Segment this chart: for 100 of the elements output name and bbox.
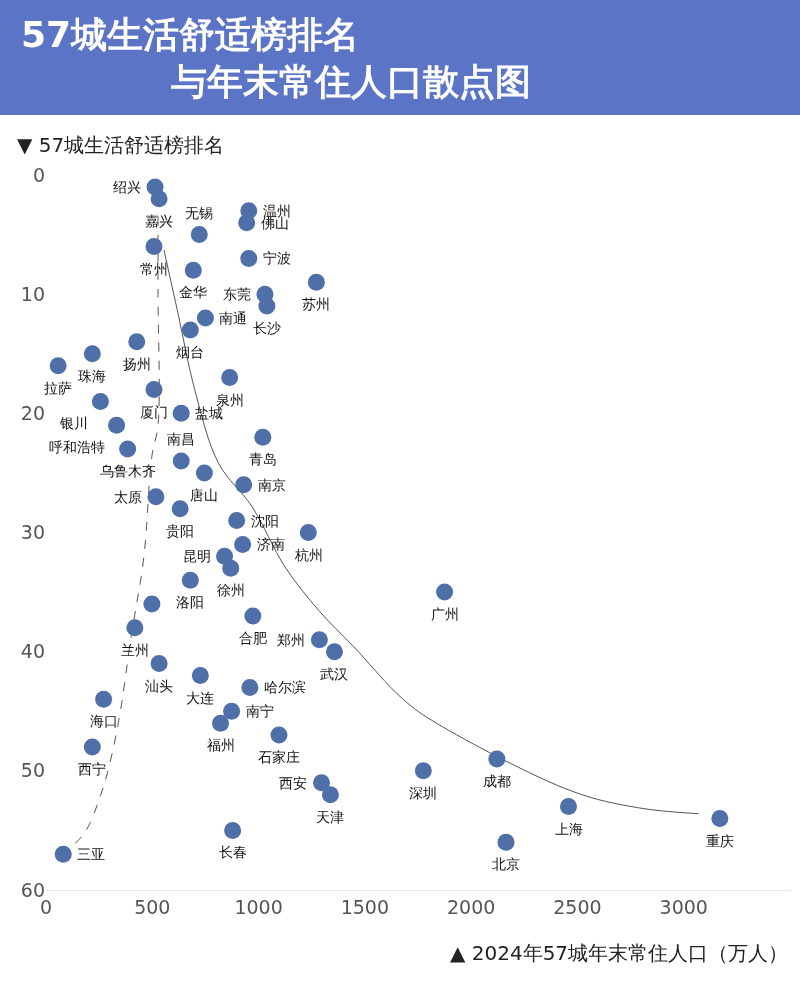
point bbox=[143, 595, 161, 613]
point bbox=[150, 655, 168, 673]
annotation: 厦门 bbox=[140, 404, 168, 420]
point bbox=[83, 345, 101, 363]
point bbox=[235, 476, 253, 494]
annotation: 太原 bbox=[114, 489, 142, 505]
point bbox=[126, 619, 144, 637]
annotation: 大连 bbox=[186, 690, 214, 706]
point bbox=[172, 452, 190, 470]
point bbox=[195, 464, 213, 482]
annotation: 兰州 bbox=[121, 642, 149, 658]
annotation: 呼和浩特 bbox=[49, 439, 105, 455]
point bbox=[234, 535, 252, 553]
point bbox=[172, 404, 190, 422]
x-tick-label: 2000 bbox=[446, 895, 496, 918]
point bbox=[488, 750, 506, 768]
point bbox=[196, 309, 214, 327]
point bbox=[147, 488, 165, 506]
annotation: 昆明 bbox=[183, 548, 211, 564]
annotation: 哈尔滨 bbox=[264, 679, 306, 695]
annotation: 西安 bbox=[279, 775, 307, 791]
point bbox=[171, 500, 189, 518]
annotation: 武汉 bbox=[320, 666, 348, 682]
annotation: 乌鲁木齐 bbox=[100, 463, 156, 479]
point bbox=[224, 821, 242, 839]
annotation: 宁波 bbox=[263, 250, 291, 266]
point bbox=[325, 643, 343, 661]
x-tick-label: 3000 bbox=[659, 895, 708, 918]
point bbox=[240, 249, 258, 267]
annotation: 泉州 bbox=[216, 392, 244, 408]
annotation: 青岛 bbox=[249, 451, 277, 467]
point bbox=[228, 512, 246, 530]
point bbox=[299, 524, 317, 541]
point bbox=[222, 559, 240, 577]
point bbox=[128, 333, 146, 351]
annotation: 重庆 bbox=[706, 833, 734, 849]
x-tick-label: 1000 bbox=[234, 895, 283, 918]
y-tick-label: 50 bbox=[20, 759, 45, 782]
point bbox=[414, 762, 432, 780]
y-tick-label: 60 bbox=[20, 878, 45, 901]
annotation: 西宁 bbox=[78, 761, 106, 777]
x-tick-label: 500 bbox=[134, 895, 171, 918]
y-tick-label: 10 bbox=[20, 282, 45, 305]
point bbox=[181, 571, 199, 589]
point bbox=[241, 678, 259, 696]
annotation: 烟台 bbox=[176, 344, 204, 360]
annotation: 杭州 bbox=[294, 547, 323, 563]
annotation: 南宁 bbox=[246, 703, 274, 719]
annotation: 上海 bbox=[555, 821, 583, 837]
point bbox=[560, 798, 577, 816]
point bbox=[307, 273, 325, 291]
annotation: 南通 bbox=[219, 310, 247, 326]
point bbox=[212, 714, 230, 732]
point bbox=[321, 786, 339, 804]
point bbox=[95, 690, 113, 708]
annotation: 石家庄 bbox=[258, 749, 300, 765]
annotation: 金华 bbox=[179, 284, 207, 300]
y-tick-label: 30 bbox=[20, 521, 45, 544]
point bbox=[244, 607, 262, 625]
annotation: 东莞 bbox=[223, 286, 251, 302]
annotation: 苏州 bbox=[302, 296, 330, 312]
annotation: 福州 bbox=[207, 737, 235, 753]
point bbox=[190, 226, 208, 244]
annotation: 长春 bbox=[219, 844, 247, 860]
point bbox=[436, 583, 454, 601]
point bbox=[711, 810, 729, 827]
point bbox=[238, 214, 256, 232]
point bbox=[181, 321, 199, 339]
annotation: 扬州 bbox=[123, 356, 151, 372]
x-axis-title: ▲ 2024年57城年末常住人口（万人） bbox=[450, 941, 789, 965]
annotation: 沈阳 bbox=[251, 513, 279, 529]
point bbox=[54, 845, 72, 863]
annotation: 拉萨 bbox=[44, 380, 72, 396]
point bbox=[221, 369, 239, 387]
annotation: 常州 bbox=[140, 261, 168, 277]
point bbox=[145, 381, 163, 398]
point bbox=[310, 631, 328, 649]
point bbox=[254, 428, 272, 446]
annotation: 广州 bbox=[431, 606, 459, 622]
y-tick-label: 40 bbox=[20, 640, 45, 663]
annotation: 银川 bbox=[59, 415, 88, 431]
x-tick-label: 1500 bbox=[340, 895, 390, 918]
annotation: 南昌 bbox=[167, 431, 195, 447]
annotation: 海口 bbox=[90, 713, 118, 729]
point bbox=[91, 392, 109, 410]
annotation: 嘉兴 bbox=[145, 213, 173, 229]
annotation: 唐山 bbox=[190, 487, 218, 503]
annotation: 长沙 bbox=[253, 320, 281, 336]
annotation: 盐城 bbox=[195, 405, 223, 421]
annotation: 绍兴 bbox=[113, 179, 141, 195]
point bbox=[119, 440, 137, 458]
annotation: 珠海 bbox=[78, 368, 106, 384]
point bbox=[191, 667, 209, 684]
annotation: 南京 bbox=[258, 477, 286, 493]
annotation: 济南 bbox=[257, 536, 285, 552]
point bbox=[83, 738, 101, 756]
annotation: 无锡 bbox=[185, 205, 213, 221]
annotation: 北京 bbox=[492, 856, 520, 872]
y-axis-title: ▼ 57城生活舒适榜排名 bbox=[17, 133, 225, 157]
annotation: 深圳 bbox=[409, 785, 437, 801]
